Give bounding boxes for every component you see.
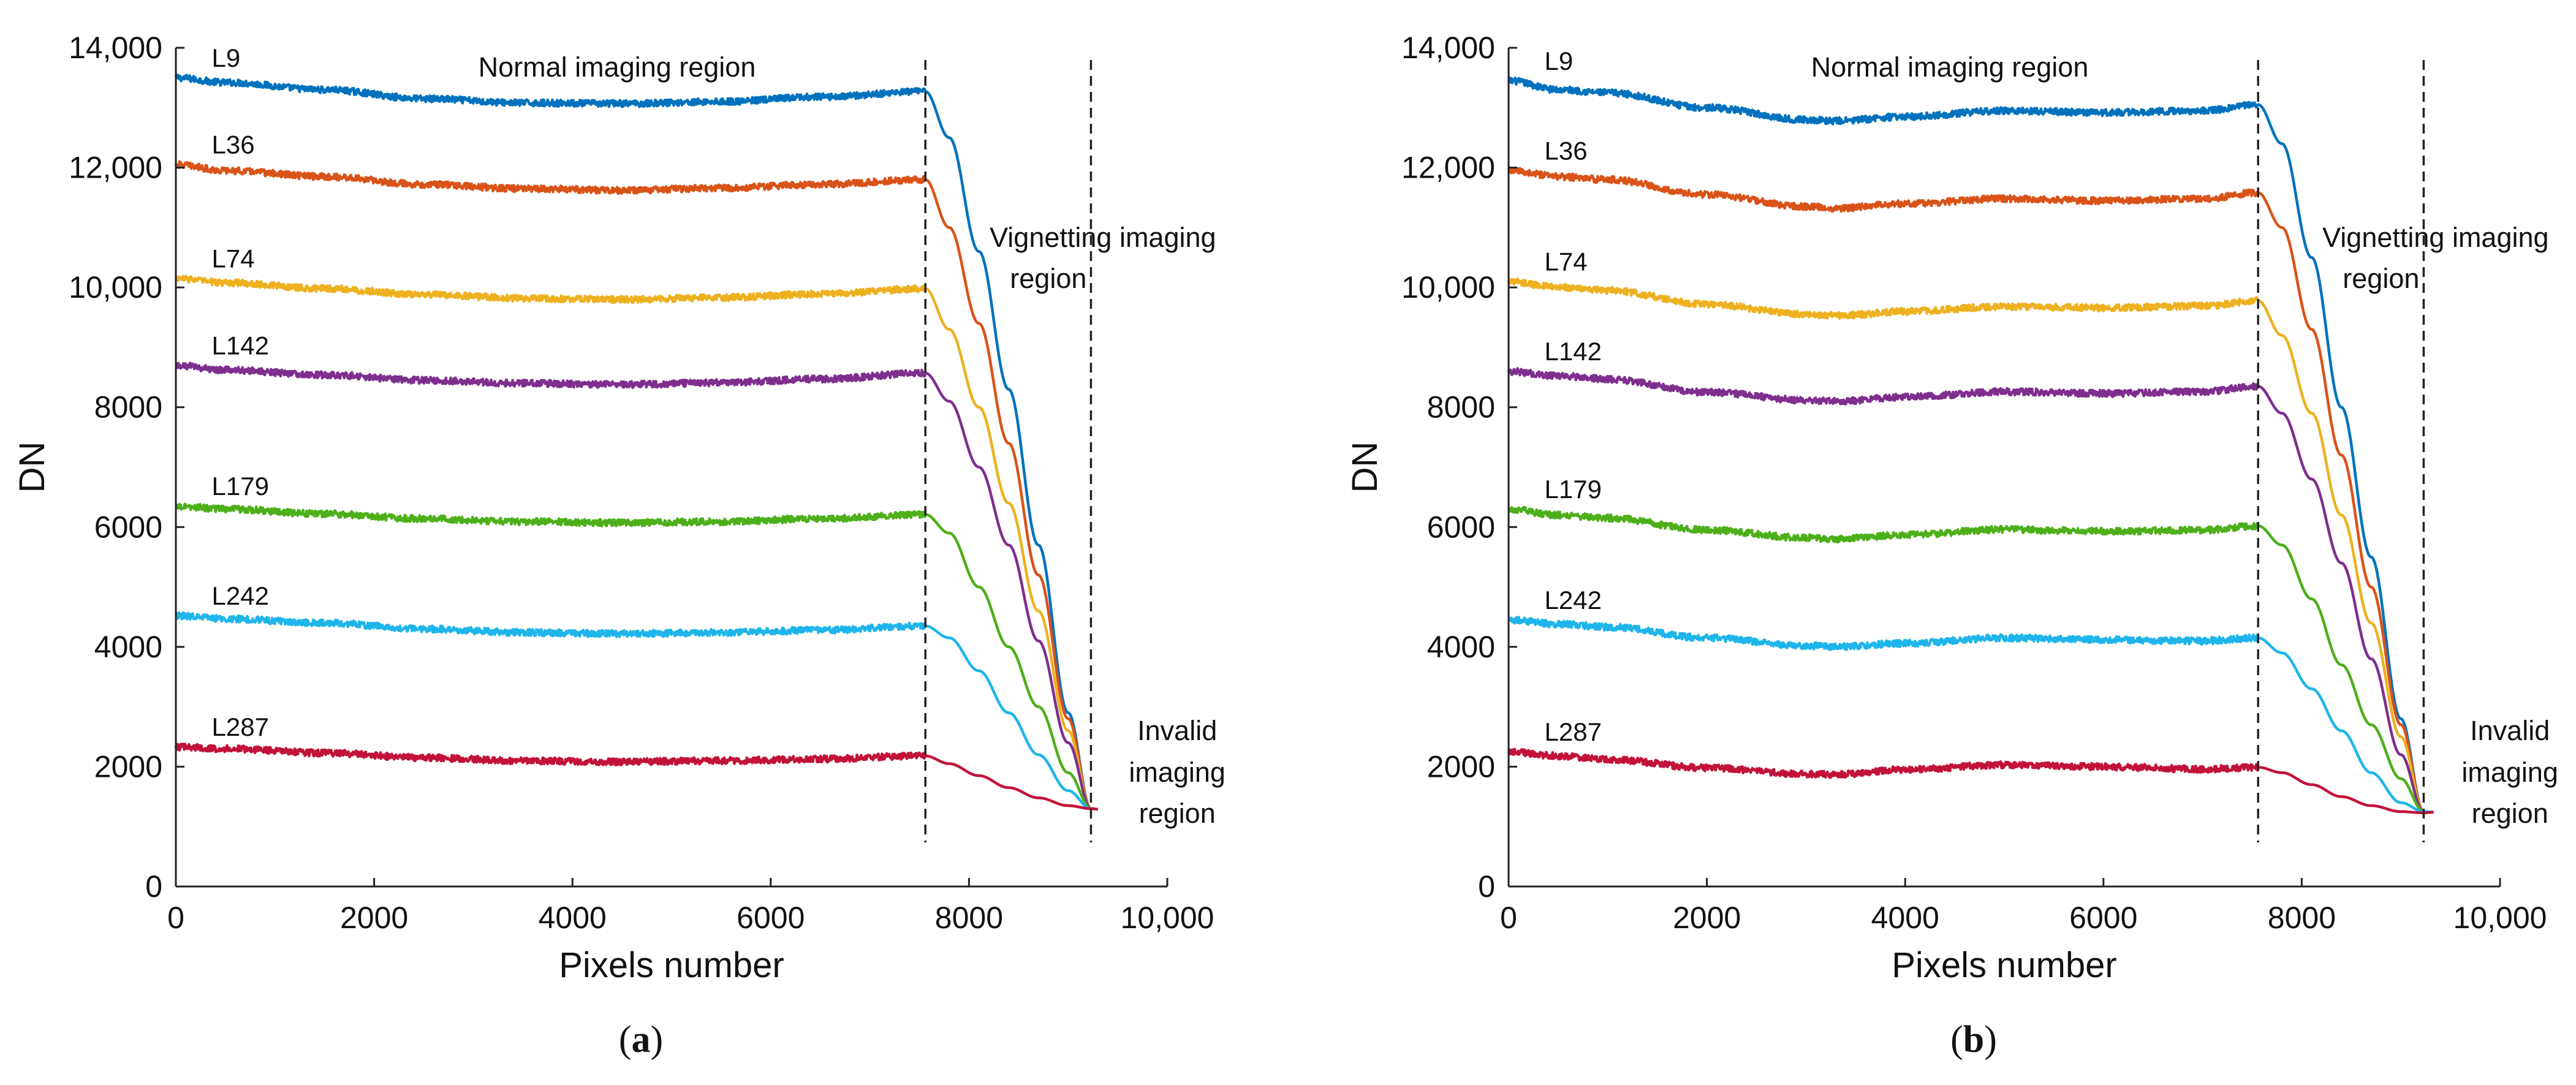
series-line-l287 [174, 743, 1099, 811]
x-tick-label: 10,000 [2453, 901, 2547, 935]
x-tick-label: 0 [1500, 901, 1517, 935]
x-tick-label: 2000 [340, 901, 408, 935]
y-tick-label: 14,000 [69, 31, 162, 65]
series-line-l142 [1507, 367, 2434, 814]
y-tick-label: 2000 [94, 749, 162, 784]
y-tick-label: 12,000 [69, 151, 162, 185]
axes [1507, 48, 2500, 888]
axis-ticks: 0 2000 4000 6000 8000 10,000 0 2000 4000 6000 8000… [69, 31, 1214, 935]
annotation-normal-region: Normal imaging region [479, 51, 756, 83]
y-axis-title: DN [1345, 442, 1385, 493]
panel-letter: a [632, 1019, 651, 1060]
annotation-invalid-region-line2: imaging [2461, 757, 2558, 788]
series-label-l242: L242 [1545, 586, 1602, 614]
region-divider-lines [924, 60, 1093, 842]
series-line-l36 [174, 160, 1099, 811]
series-line-l74 [1507, 278, 2434, 814]
series-line-l242 [1507, 616, 2434, 814]
x-tick-label: 2000 [1673, 901, 1741, 935]
annotation-invalid-region-line1: Invalid [1137, 715, 1217, 746]
annotation-vignetting-region-line1: Vignetting imaging [990, 222, 1216, 253]
y-tick-label: 12,000 [1401, 151, 1495, 185]
series-label-l36: L36 [212, 130, 255, 159]
x-tick-label: 10,000 [1121, 901, 1214, 935]
region-divider-lines [2257, 60, 2425, 842]
chart-panel-a: 0 2000 4000 6000 8000 10,000 0 2000 4000 6000 8000… [12, 31, 1225, 1060]
series-label-l9: L9 [212, 43, 241, 72]
series-label-l74: L74 [1545, 247, 1588, 276]
axes [175, 48, 1167, 888]
x-axis-title: Pixels number [559, 945, 784, 985]
y-tick-label: 4000 [94, 630, 162, 664]
series-label-l9: L9 [1545, 47, 1574, 75]
x-tick-label: 4000 [1871, 901, 1939, 935]
y-tick-label: 2000 [1427, 749, 1495, 784]
series-label-l179: L179 [1545, 475, 1602, 504]
series-lines [174, 73, 1099, 811]
annotation-vignetting-region-line2: region [1010, 263, 1086, 294]
series-label-l36: L36 [1545, 136, 1588, 165]
series-line-l74 [174, 274, 1099, 811]
series-line-l179 [1507, 505, 2434, 814]
series-labels: L9 L36 L74 L142 L179 L242 L287 [1545, 47, 1602, 746]
x-tick-label: 8000 [935, 901, 1003, 935]
x-tick-label: 6000 [2069, 901, 2137, 935]
annotation-invalid-region-line1: Invalid [2470, 715, 2550, 746]
series-lines [1507, 76, 2434, 814]
x-tick-label: 0 [167, 901, 184, 935]
y-axis-title: DN [12, 442, 52, 493]
y-tick-label: 4000 [1427, 630, 1495, 664]
panel-letter: b [1963, 1019, 1984, 1060]
series-line-l142 [175, 361, 1099, 811]
panel-label: (a) [619, 1019, 663, 1060]
series-labels: L9 L36 L74 L142 L179 L242 L287 [212, 43, 269, 741]
series-label-l287: L287 [1545, 717, 1602, 746]
chart-panel-b: 0 2000 4000 6000 8000 10,000 0 2000 4000 6000 8000… [1345, 31, 2558, 1060]
x-tick-label: 4000 [539, 901, 607, 935]
annotation-normal-region: Normal imaging region [1811, 51, 2089, 83]
annotation-invalid-region-line2: imaging [1129, 757, 1225, 788]
series-line-l9 [1507, 76, 2434, 814]
series-line-l36 [1507, 166, 2434, 814]
annotation-vignetting-region-line1: Vignetting imaging [2322, 222, 2548, 253]
annotation-vignetting-region-line2: region [2343, 263, 2419, 294]
y-tick-label: 8000 [1427, 390, 1495, 425]
y-tick-label: 0 [1478, 869, 1495, 904]
series-line-l242 [174, 611, 1099, 811]
series-label-l287: L287 [212, 713, 269, 741]
series-label-l242: L242 [212, 581, 269, 610]
x-tick-label: 6000 [737, 901, 805, 935]
series-line-l9 [174, 73, 1099, 811]
series-line-l287 [1507, 747, 2434, 814]
panel-label: (b) [1950, 1019, 1997, 1060]
y-tick-label: 14,000 [1401, 31, 1495, 65]
series-label-l142: L142 [212, 331, 269, 360]
y-tick-label: 10,000 [69, 270, 162, 304]
series-label-l142: L142 [1545, 337, 1602, 366]
series-line-l179 [175, 502, 1099, 811]
y-tick-label: 0 [145, 869, 162, 904]
annotation-invalid-region-line3: region [1139, 798, 1216, 829]
x-tick-label: 8000 [2268, 901, 2336, 935]
series-label-l179: L179 [212, 472, 269, 501]
y-tick-label: 8000 [94, 390, 162, 425]
annotation-invalid-region-line3: region [2472, 798, 2548, 829]
axis-ticks: 0 2000 4000 6000 8000 10,000 0 2000 4000 6000 8000… [1401, 31, 2547, 935]
y-tick-label: 6000 [94, 510, 162, 544]
y-tick-label: 10,000 [1401, 270, 1495, 304]
x-axis-title: Pixels number [1892, 945, 2116, 985]
series-label-l74: L74 [212, 244, 255, 273]
y-tick-label: 6000 [1427, 510, 1495, 544]
